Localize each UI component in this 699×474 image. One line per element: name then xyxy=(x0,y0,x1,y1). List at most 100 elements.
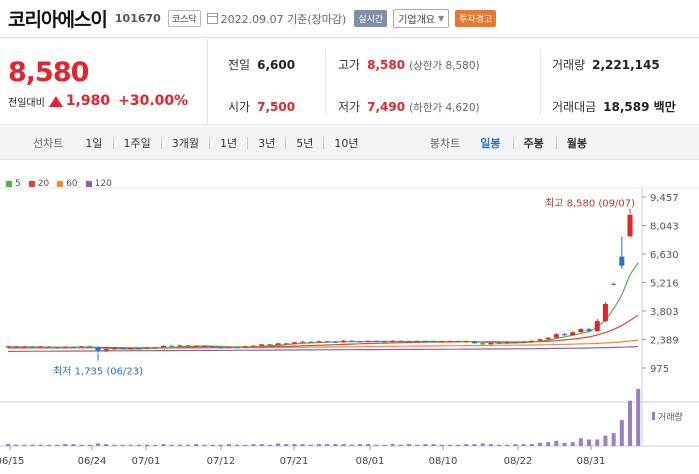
prev-close-value: 6,600 xyxy=(257,58,296,72)
candle-body xyxy=(54,347,60,349)
investment-warning-badge[interactable]: 투자경고 xyxy=(455,10,497,27)
candle-body xyxy=(390,340,396,342)
volume-bar xyxy=(636,389,641,446)
market-badge: 코스닥 xyxy=(167,10,201,27)
x-tick-label: 07/21 xyxy=(280,456,309,467)
candle-body xyxy=(480,343,486,345)
candle-body xyxy=(218,347,224,349)
prev-close: 전일 6,600 xyxy=(228,56,295,73)
period-10y[interactable]: 10년 xyxy=(334,136,359,150)
volume-bar xyxy=(202,444,207,446)
stock-code: 101670 xyxy=(114,12,161,25)
y-tick-label: 6,630 xyxy=(650,250,679,261)
candle-body xyxy=(21,346,27,348)
x-tick-label: 08/01 xyxy=(356,456,385,467)
candle-monthly[interactable]: 월봉 xyxy=(566,136,587,150)
volume-value: 2,221,145 xyxy=(592,58,660,72)
volume-bar xyxy=(464,444,469,446)
candle-weekly[interactable]: 주봉 xyxy=(523,136,544,150)
candle-body xyxy=(463,341,469,343)
candle-body xyxy=(594,321,600,332)
volume-bar xyxy=(628,400,632,446)
volume-bar xyxy=(611,433,616,446)
candle-body xyxy=(70,346,76,348)
company-overview-dropdown[interactable]: 기업개요 ▼ xyxy=(393,9,450,28)
volume-bar xyxy=(382,444,387,446)
high-price: 고가 8,580 (상한가 8,580) xyxy=(338,56,480,73)
x-tick-label: 08/22 xyxy=(504,456,533,467)
volume-bar xyxy=(292,444,297,446)
calendar-icon xyxy=(206,13,218,24)
volume-bar xyxy=(259,444,264,446)
company-overview-label: 기업개요 xyxy=(398,15,435,26)
legend-item-ma20: 20 xyxy=(28,179,49,189)
volume-bar xyxy=(104,444,109,446)
open-value: 7,500 xyxy=(257,100,296,114)
candle-body xyxy=(251,345,257,347)
divider xyxy=(112,136,114,149)
y-tick-label: 8,043 xyxy=(650,222,679,233)
volume-label: 거래량 xyxy=(552,58,586,72)
candle-body xyxy=(300,341,306,343)
divider xyxy=(209,136,210,149)
x-tick-label: 08/31 xyxy=(577,456,606,467)
candle-body xyxy=(152,347,158,349)
legend-swatch xyxy=(6,181,12,187)
volume-bar xyxy=(562,442,567,446)
divider xyxy=(555,136,557,149)
volume-bar xyxy=(38,444,43,446)
volume-bar xyxy=(537,442,542,446)
low-annotation: 최저 1,735 (06/23) xyxy=(53,366,143,378)
volume-bar xyxy=(456,444,461,446)
candle-body xyxy=(365,341,371,343)
divider xyxy=(323,136,325,149)
period-3m[interactable]: 3개월 xyxy=(171,136,199,150)
candle-body xyxy=(373,341,379,343)
volume-bar xyxy=(587,439,592,446)
period-1y[interactable]: 1년 xyxy=(220,136,238,150)
candle-body xyxy=(267,344,273,346)
candle-body xyxy=(103,349,109,352)
volume-bar xyxy=(112,444,117,446)
x-tick-label: 06/24 xyxy=(78,456,107,467)
candle-body xyxy=(283,343,289,345)
volume-bar xyxy=(439,444,444,446)
divider xyxy=(160,136,162,149)
chevron-down-icon: ▼ xyxy=(438,14,445,23)
volume-bar xyxy=(120,444,125,446)
volume-bar xyxy=(431,444,436,446)
candle-body xyxy=(95,347,101,352)
high-value: 8,580 xyxy=(367,58,406,72)
period-5y[interactable]: 5년 xyxy=(296,136,314,150)
candle-body xyxy=(38,346,44,348)
candle-body xyxy=(447,341,453,343)
volume-bar xyxy=(14,444,19,446)
volume-bar xyxy=(71,444,76,446)
y-tick-label: 2,389 xyxy=(650,336,679,347)
open-label: 시가 xyxy=(228,100,251,114)
x-tick-label: 07/01 xyxy=(132,456,161,467)
current-price-box: 8,580 전일대비 1,980 +30.00% xyxy=(0,39,208,125)
candle-daily[interactable]: 일봉 xyxy=(480,136,501,150)
period-1w[interactable]: 1주일 xyxy=(123,136,151,150)
line-chart-label: 선차트 xyxy=(33,136,64,150)
volume-bar xyxy=(407,444,412,446)
volume-bar xyxy=(96,443,101,446)
candle-body xyxy=(512,342,518,344)
candle-body xyxy=(586,329,592,332)
period-3y[interactable]: 3년 xyxy=(258,136,276,150)
up-arrow-icon xyxy=(48,95,63,107)
period-1d[interactable]: 1일 xyxy=(85,136,103,150)
volume-bar xyxy=(505,444,510,446)
realtime-button[interactable]: 실시간 xyxy=(354,10,388,27)
volume-bar xyxy=(447,444,452,446)
volume-bar xyxy=(136,444,141,446)
price-chart[interactable]: 9,457 8,043 6,630 5,216 3,803 2,389 975 06/15 06… xyxy=(0,178,699,474)
volume-legend-label: 거래량 xyxy=(658,411,683,423)
quote-panel: 8,580 전일대비 1,980 +30.00% 전일 6,600 시가 7,5… xyxy=(0,39,699,125)
candle-body xyxy=(381,341,387,343)
candle-body xyxy=(177,345,183,347)
candle-period-group: 봉차트 일봉 주봉 월봉 xyxy=(430,135,599,151)
volume-bar xyxy=(333,444,338,446)
y-tick-label: 975 xyxy=(650,364,669,375)
